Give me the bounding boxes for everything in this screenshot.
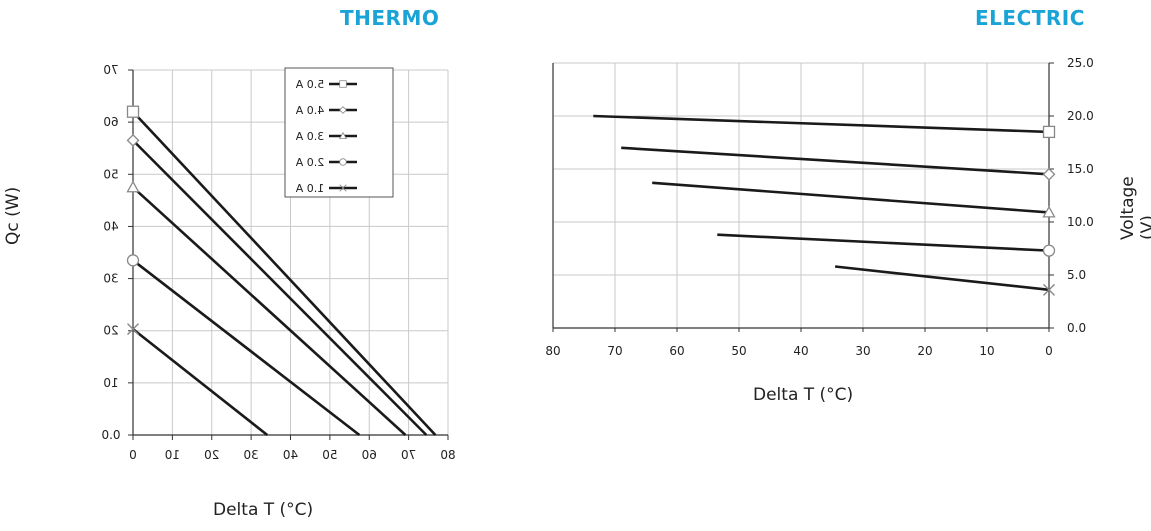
thermo-series-marker (126, 180, 140, 193)
electric-x-tick-label: 30 (855, 344, 870, 358)
thermo-series-line (132, 259, 361, 437)
thermo-legend-box (284, 67, 394, 198)
thermo-y-tick-label: 40 (103, 219, 118, 233)
thermo-y-tick-label: 60 (103, 115, 118, 129)
thermo-x-axis-label: Delta T (°C) (213, 500, 314, 520)
electric-y-tick-label: 5.0 (1067, 268, 1086, 282)
electric-x-tick-label: 70 (607, 344, 622, 358)
thermo-chart-title: THERMO (340, 6, 440, 30)
electric-series-line (593, 114, 1050, 134)
thermo-y-tick-label: 30 (103, 272, 118, 286)
electric-x-tick-label: 80 (545, 344, 560, 358)
electric-series-marker (1042, 167, 1056, 181)
thermo-y-tick-label: 70 (103, 63, 118, 77)
electric-x-tick-label: 20 (917, 344, 932, 358)
electric-series-marker (1043, 283, 1055, 296)
electric-series-line (652, 181, 1050, 214)
thermo-x-tick-label: 40 (283, 448, 298, 462)
electric-y-tick-label: 25.0 (1067, 56, 1094, 70)
thermo-series-line (132, 186, 407, 436)
thermo-legend-swatch-marker (339, 106, 347, 114)
electric-y-tick-label: 20.0 (1067, 109, 1094, 123)
thermo-x-tick-label: 0 (129, 448, 137, 462)
thermo-legend-swatch-marker (339, 131, 347, 140)
thermo-plot-area: 0 10 20 30 40 50 60 70 80 0.0 10 20 30 40 50 60 70 5.0 A 4… (101, 63, 455, 462)
thermo-legend-label: 2.0 A (295, 156, 324, 169)
electric-plot-area: 80 70 60 50 40 30 20 10 0 0.0 5.0 10.0 15.0 20.0 25.0 (545, 56, 1093, 358)
thermo-series-marker (126, 133, 140, 147)
electric-chart-title: ELECTRIC (975, 6, 1085, 30)
thermo-x-tick-label: 30 (243, 448, 258, 462)
electric-series-marker (1042, 205, 1056, 218)
thermo-legend-swatch-marker (339, 184, 347, 192)
electric-series-line (621, 146, 1050, 176)
thermo-legend-swatch-marker (339, 158, 347, 166)
thermo-y-tick-label: 0.0 (101, 428, 120, 442)
electric-series-line (834, 265, 1050, 292)
electric-y-tick-label: 10.0 (1067, 215, 1094, 229)
thermo-legend-label: 1.0 A (295, 182, 324, 195)
thermo-legend-label: 3.0 A (295, 130, 324, 143)
thermo-y-tick-label: 10 (103, 376, 118, 390)
electric-x-tick-label: 50 (731, 344, 746, 358)
thermo-x-tick-label: 80 (440, 448, 455, 462)
electric-x-axis-label: Delta T (°C) (753, 385, 854, 405)
thermo-x-tick-label: 20 (204, 448, 219, 462)
thermo-legend-swatch-marker (339, 80, 347, 88)
electric-x-tick-label: 0 (1045, 344, 1053, 358)
thermo-series-line (132, 139, 428, 436)
electric-y-tick-label: 15.0 (1067, 162, 1094, 176)
thermo-y-tick-label: 50 (103, 167, 118, 181)
thermo-series-marker (127, 323, 139, 336)
thermo-legend-label: 5.0 A (295, 78, 324, 91)
thermo-series-line (132, 328, 269, 437)
electric-x-tick-label: 10 (979, 344, 994, 358)
electric-x-tick-label: 60 (669, 344, 684, 358)
thermo-y-tick-label: 20 (103, 324, 118, 338)
electric-x-tick-label: 40 (793, 344, 808, 358)
thermo-x-tick-label: 50 (322, 448, 337, 462)
electric-series-line (717, 233, 1050, 252)
thermo-series-marker (126, 254, 140, 267)
thermo-series-marker (126, 105, 140, 118)
thermo-x-tick-label: 70 (401, 448, 416, 462)
electric-series-marker (1042, 125, 1056, 139)
thermo-legend-label: 4.0 A (295, 104, 324, 117)
thermo-x-tick-label: 10 (165, 448, 180, 462)
thermo-series-line (132, 110, 437, 436)
electric-series-marker (1042, 244, 1056, 257)
thermo-x-tick-label: 60 (362, 448, 377, 462)
electric-y-tick-label: 0.0 (1067, 321, 1086, 335)
